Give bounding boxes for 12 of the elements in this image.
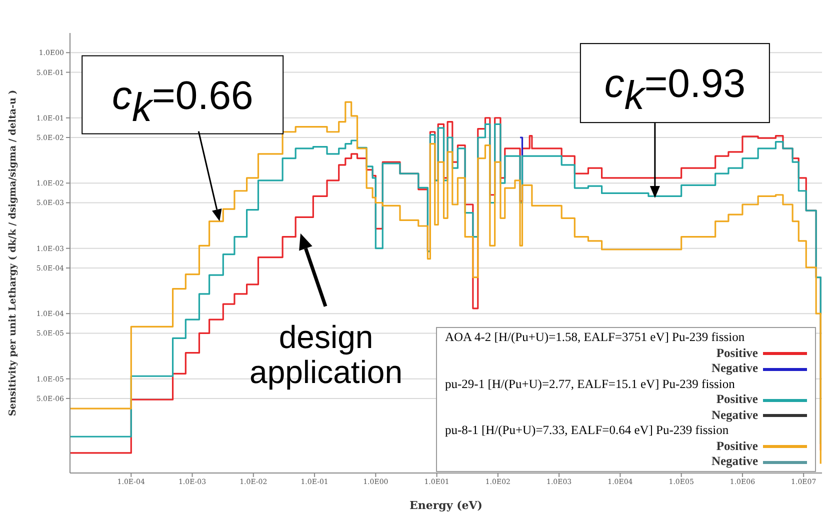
legend-label: Negative	[710, 361, 759, 376]
annotation: pu-29-1 [H/(Pu+U)=2.77, EALF=15.1 eV] Pu-239 fission	[445, 376, 736, 392]
legend-label: Positive	[715, 346, 759, 361]
legend-label: Negative	[710, 454, 759, 470]
y-axis-title: Sensitivity per unit Lethargy ( dk/k / dsigma/sigma / delta-u )	[7, 90, 18, 416]
legend-label: Positive	[715, 438, 759, 454]
annotation: AOA 4-2 [H/(Pu+U)=1.58, EALF=3751 eV] Pu-239 fission	[445, 330, 746, 346]
annotation: pu-8-1 [H/(Pu+U)=7.33, EALF=0.64 eV] Pu-239 fission	[445, 423, 730, 438]
x-axis-title: Energy (eV)	[409, 499, 483, 512]
legend-label: Negative	[710, 408, 759, 423]
legend-label: Positive	[715, 392, 759, 408]
annotation: design application	[250, 318, 403, 390]
